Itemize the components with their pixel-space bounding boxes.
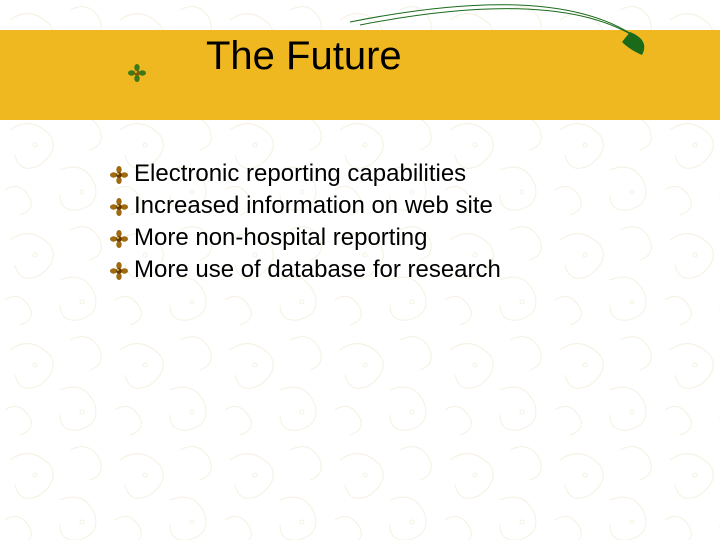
flower-bullet-icon bbox=[110, 230, 128, 248]
flower-bullet-icon bbox=[110, 262, 128, 280]
title-bullet-icon bbox=[128, 64, 146, 82]
list-item: Increased information on web site bbox=[110, 192, 501, 220]
bullet-text: More non-hospital reporting bbox=[134, 224, 428, 252]
list-item: Electronic reporting capabilities bbox=[110, 160, 501, 188]
bullet-list: Electronic reporting capabilities Increa… bbox=[110, 160, 501, 288]
slide-title: The Future bbox=[206, 34, 402, 79]
flower-bullet-icon bbox=[110, 198, 128, 216]
flower-bullet-icon bbox=[110, 166, 128, 184]
list-item: More non-hospital reporting bbox=[110, 224, 501, 252]
bullet-text: Electronic reporting capabilities bbox=[134, 160, 466, 188]
bullet-text: Increased information on web site bbox=[134, 192, 493, 220]
list-item: More use of database for research bbox=[110, 256, 501, 284]
bullet-text: More use of database for research bbox=[134, 256, 501, 284]
